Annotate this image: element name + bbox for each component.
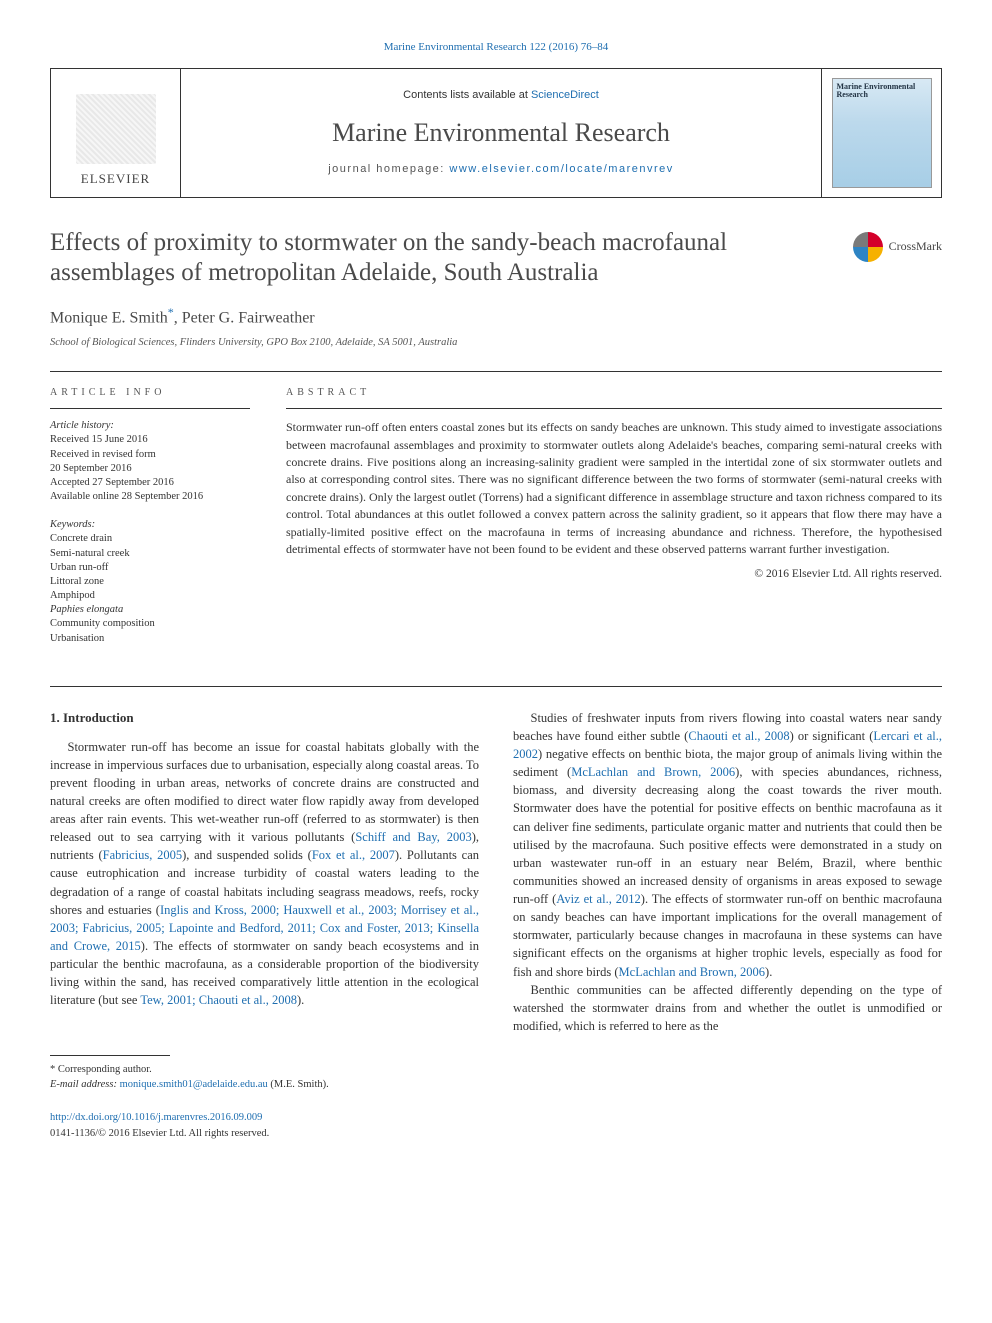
history-line: Accepted 27 September 2016	[50, 476, 250, 490]
citation-link[interactable]: Chaouti et al., 2008	[688, 729, 789, 743]
footnote-rule	[50, 1055, 170, 1056]
body-paragraph: Stormwater run-off has become an issue f…	[50, 738, 479, 1010]
citation-link[interactable]: Schiff and Bay, 2003	[355, 830, 471, 844]
keyword: Concrete drain	[50, 532, 250, 546]
article-info-heading: ARTICLE INFO	[50, 386, 250, 401]
citation-link[interactable]: Fabricius, 2005	[103, 848, 182, 862]
title-row: Effects of proximity to stormwater on th…	[50, 228, 942, 288]
doi-link[interactable]: http://dx.doi.org/10.1016/j.marenvres.20…	[50, 1112, 262, 1123]
abstract-text: Stormwater run-off often enters coastal …	[286, 419, 942, 558]
citation-link[interactable]: Tew, 2001; Chaouti et al., 2008	[140, 993, 297, 1007]
citation-link[interactable]: Inglis and Kross, 2000; Hauxwell et al.,…	[50, 903, 479, 953]
keywords-block: Keywords: Concrete drain Semi-natural cr…	[50, 518, 250, 646]
divider	[50, 371, 942, 372]
top-citation-link[interactable]: Marine Environmental Research 122 (2016)…	[50, 40, 942, 56]
keyword: Paphies elongata	[50, 603, 250, 617]
journal-cover-icon: Marine Environmental Research	[832, 78, 932, 188]
abstract-heading: ABSTRACT	[286, 386, 942, 401]
footer: http://dx.doi.org/10.1016/j.marenvres.20…	[50, 1110, 942, 1140]
citation-link[interactable]: Aviz et al., 2012	[556, 892, 641, 906]
homepage-url[interactable]: www.elsevier.com/locate/marenvrev	[449, 163, 673, 175]
keywords-label: Keywords:	[50, 518, 250, 532]
history-line: Received 15 June 2016	[50, 433, 250, 447]
journal-header: ELSEVIER Contents lists available at Sci…	[50, 68, 942, 198]
divider	[286, 408, 942, 409]
citation-link[interactable]: McLachlan and Brown, 2006	[571, 765, 735, 779]
article-info: ARTICLE INFO Article history: Received 1…	[50, 386, 250, 660]
publisher-logo-block: ELSEVIER	[51, 69, 181, 197]
email-line: E-mail address: monique.smith01@adelaide…	[50, 1077, 942, 1092]
email-label: E-mail address:	[50, 1079, 117, 1090]
keyword: Urban run-off	[50, 561, 250, 575]
email-address[interactable]: monique.smith01@adelaide.edu.au	[120, 1079, 268, 1090]
cover-title: Marine Environmental Research	[837, 83, 927, 100]
homepage-prefix: journal homepage:	[328, 163, 449, 175]
journal-cover-block: Marine Environmental Research	[821, 69, 941, 197]
info-abstract-row: ARTICLE INFO Article history: Received 1…	[50, 386, 942, 660]
body-two-column: 1. Introduction Stormwater run-off has b…	[50, 709, 942, 1035]
body-paragraph: Benthic communities can be affected diff…	[513, 981, 942, 1035]
authors: Monique E. Smith*, Peter G. Fairweather	[50, 304, 942, 330]
abstract: ABSTRACT Stormwater run-off often enters…	[286, 386, 942, 660]
header-center: Contents lists available at ScienceDirec…	[181, 69, 821, 197]
history-line: Received in revised form	[50, 448, 250, 462]
publisher-name: ELSEVIER	[81, 170, 150, 189]
contents-line: Contents lists available at ScienceDirec…	[403, 88, 599, 104]
affiliation: School of Biological Sciences, Flinders …	[50, 335, 942, 350]
page: Marine Environmental Research 122 (2016)…	[0, 0, 992, 1181]
crossmark-icon	[853, 232, 883, 262]
email-paren: (M.E. Smith).	[270, 1079, 328, 1090]
citation-link[interactable]: McLachlan and Brown, 2006	[619, 965, 766, 979]
crossmark-badge[interactable]: CrossMark	[832, 232, 942, 262]
section-heading: 1. Introduction	[50, 709, 479, 728]
top-citation-text[interactable]: Marine Environmental Research 122 (2016)…	[384, 41, 609, 53]
divider	[50, 686, 942, 687]
corresponding-author-footnote: * Corresponding author. E-mail address: …	[50, 1062, 942, 1092]
history-line: 20 September 2016	[50, 462, 250, 476]
sciencedirect-link[interactable]: ScienceDirect	[531, 89, 599, 101]
contents-prefix: Contents lists available at	[403, 89, 531, 101]
article-title: Effects of proximity to stormwater on th…	[50, 228, 816, 288]
keyword: Littoral zone	[50, 575, 250, 589]
keyword: Urbanisation	[50, 632, 250, 646]
corresponding-label: * Corresponding author.	[50, 1062, 942, 1077]
crossmark-label: CrossMark	[889, 238, 942, 255]
history-label: Article history:	[50, 419, 250, 433]
divider	[50, 408, 250, 409]
keyword: Amphipod	[50, 589, 250, 603]
article-history: Article history: Received 15 June 2016 R…	[50, 419, 250, 504]
elsevier-tree-icon	[76, 94, 156, 164]
abstract-copyright: © 2016 Elsevier Ltd. All rights reserved…	[286, 566, 942, 583]
homepage-line: journal homepage: www.elsevier.com/locat…	[328, 162, 674, 178]
journal-name: Marine Environmental Research	[332, 114, 670, 152]
body-paragraph: Studies of freshwater inputs from rivers…	[513, 709, 942, 981]
history-line: Available online 28 September 2016	[50, 490, 250, 504]
citation-link[interactable]: Fox et al., 2007	[312, 848, 395, 862]
keyword: Semi-natural creek	[50, 547, 250, 561]
keyword: Community composition	[50, 617, 250, 631]
issn-line: 0141-1136/© 2016 Elsevier Ltd. All right…	[50, 1126, 942, 1141]
